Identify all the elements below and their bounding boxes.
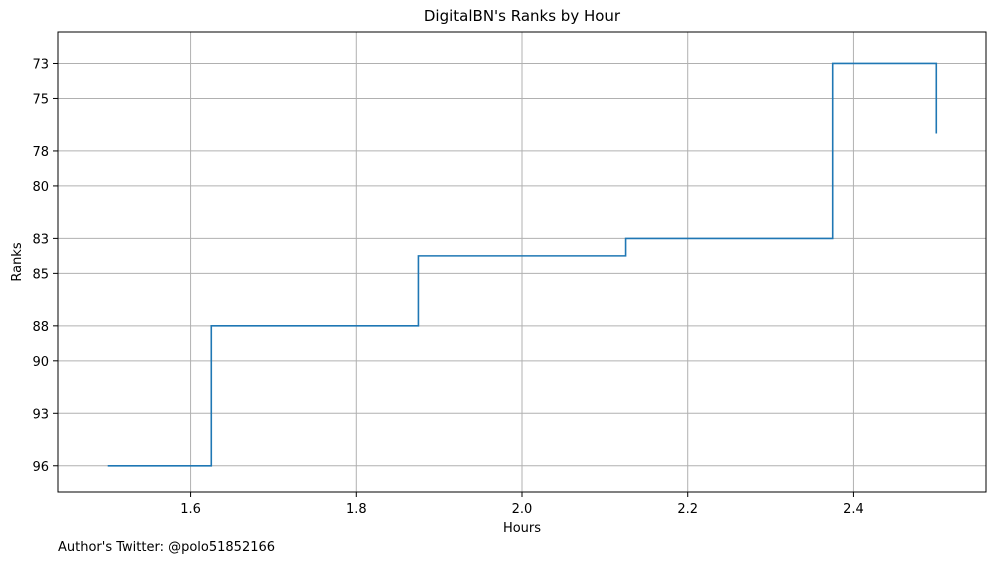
y-axis-label: Ranks [10,242,25,281]
x-tick-label: 1.6 [180,502,201,517]
y-tick-label: 93 [32,407,49,422]
y-tick-label: 73 [32,57,49,72]
y-tick-label: 78 [32,145,49,160]
y-tick-label: 83 [32,232,49,247]
y-tick-label: 80 [32,180,49,195]
y-tick-label: 75 [32,92,49,107]
rank-step-line [107,62,938,467]
y-tick-label: 88 [32,320,49,335]
y-tick-label: 96 [32,460,49,475]
x-tick-label: 2.0 [512,502,533,517]
author-credit: Author's Twitter: @polo51852166 [58,540,275,555]
y-tick-label: 85 [32,267,49,282]
x-tick-label: 2.4 [843,502,864,517]
y-axis: 73 75 78 80 83 85 88 90 93 96 [32,57,58,475]
x-axis: 1.6 1.8 2.0 2.2 2.4 [180,492,864,517]
chart-title: DigitalBN's Ranks by Hour [424,7,621,25]
y-tick-label: 90 [32,355,49,370]
grid-lines [58,32,986,492]
x-tick-label: 2.2 [677,502,698,517]
x-tick-label: 1.8 [346,502,367,517]
series-layer [107,62,938,467]
x-axis-label: Hours [503,521,541,536]
